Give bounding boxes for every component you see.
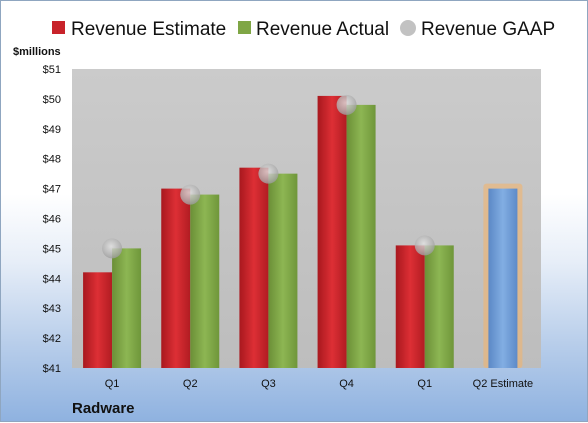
plot-area [72,69,541,368]
bar-actual [112,248,142,368]
y-axis: $41 $42 $43 $44 $45 $46 $47 $48 $49 $50 $51 [43,64,61,375]
y-tick-label: $41 [43,363,61,375]
bar-actual [268,173,298,368]
legend-label-estimate: Revenue Estimate [71,19,226,40]
y-tick-label: $44 [43,273,61,285]
y-tick-label: $43 [43,303,61,315]
bar-estimate [239,167,269,368]
bar-estimate [395,245,425,368]
legend-label-actual: Revenue Actual [256,19,389,40]
gaap-marker [180,184,201,205]
y-tick-label: $48 [43,154,61,166]
bars [83,95,523,368]
y-tick-label: $50 [43,94,61,106]
x-tick-label: Q4 [339,378,354,390]
bar-actual [346,104,376,368]
bar-estimate [83,272,113,368]
bar-estimate [161,188,191,368]
gaap-marker [258,163,279,184]
legend-swatch-gaap [400,20,416,36]
gaap-marker [102,238,123,259]
y-axis-unit-label: $millions [13,46,61,58]
x-tick-label: Q2 [183,378,198,390]
y-tick-label: $47 [43,184,61,196]
legend-label-gaap: Revenue GAAP [421,19,555,40]
bar-actual [424,245,454,368]
x-tick-label: Q1 [105,378,120,390]
gaap-marker [336,94,357,115]
bar-estimate [317,95,347,368]
gaap-marker [414,235,435,256]
y-tick-label: $46 [43,214,61,226]
legend: Revenue Estimate Revenue Actual Revenue … [52,19,555,40]
x-tick-label: Q1 [417,378,432,390]
legend-swatch-actual [238,21,251,34]
bar-actual [190,194,220,368]
y-tick-label: $45 [43,243,61,255]
y-tick-label: $42 [43,333,61,345]
legend-swatch-estimate [52,21,65,34]
x-axis: Q1 Q2 Q3 Q4 Q1 Q2 Estimate [105,378,533,390]
x-tick-label: Q2 Estimate [473,378,534,390]
gaap-markers [102,94,435,259]
bar-estimate-forward [488,188,518,368]
company-name: Radware [72,400,135,417]
y-tick-label: $51 [43,64,61,76]
y-tick-label: $49 [43,124,61,136]
x-tick-label: Q3 [261,378,276,390]
